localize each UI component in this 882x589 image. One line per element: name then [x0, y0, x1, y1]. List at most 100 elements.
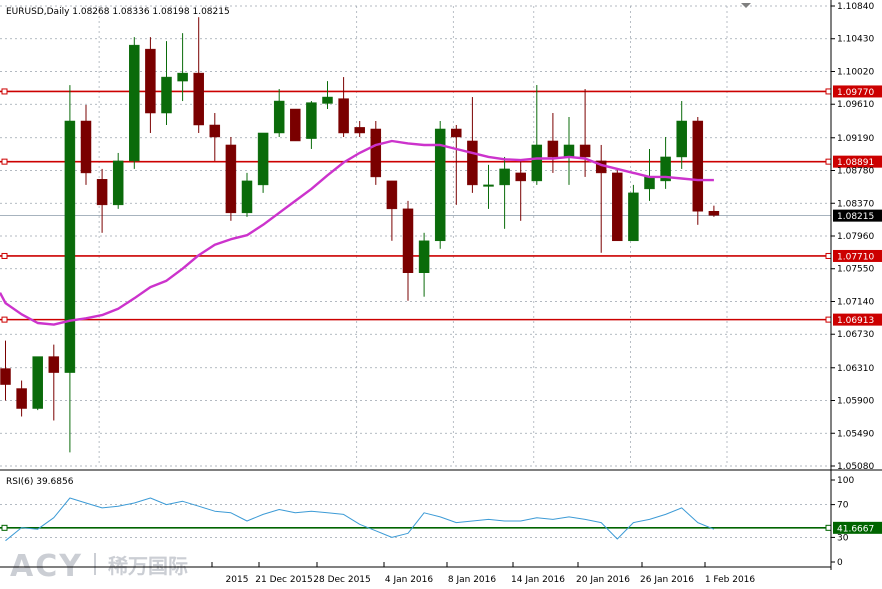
time-tick-label: 4 Jan 2016: [385, 575, 433, 585]
level-handle-right: [825, 316, 832, 323]
rsi-tick-label: 0: [837, 558, 843, 568]
candle-body: [32, 356, 43, 409]
candle-body: [467, 140, 478, 186]
price-tick-label: 1.10020: [837, 67, 874, 77]
rsi-level-label: 41.6667: [837, 524, 874, 534]
rsi-tick-label: 30: [837, 533, 849, 543]
symbol-info: EURUSD,Daily 1.08268 1.08336 1.08198 1.0…: [6, 7, 230, 17]
level-handle-left: [1, 158, 8, 165]
candle-body: [257, 132, 269, 186]
price-tick-label: 1.09190: [837, 134, 874, 144]
candle-body: [386, 180, 398, 210]
candle-body: [161, 76, 172, 114]
rsi-level-tag: [833, 521, 882, 534]
rsi-label: RSI(6) 39.6856: [6, 477, 74, 487]
candle-body: [676, 120, 687, 158]
level-price-label: 1.07710: [837, 252, 874, 262]
candle-body: [483, 184, 494, 187]
candle-body: [338, 98, 349, 134]
rsi-level-handle-left: [1, 524, 8, 531]
candle-body: [547, 140, 559, 158]
price-tick-label: 1.05900: [837, 397, 874, 407]
candle-body: [145, 48, 156, 114]
candle-body: [177, 72, 188, 82]
price-tick-label: 1.10430: [837, 35, 874, 45]
candle-body: [290, 108, 301, 142]
candle-body: [0, 368, 11, 385]
level-handle-right: [825, 252, 832, 259]
candle-body: [48, 356, 60, 373]
price-tick-label: 1.06310: [837, 364, 874, 374]
candle-body: [209, 124, 221, 138]
candle-body: [692, 120, 704, 212]
candle-body: [612, 172, 623, 242]
candle-body: [112, 160, 124, 206]
time-tick-label: 21 Dec 2015: [255, 575, 313, 585]
moving-average-line: [0, 139, 714, 326]
watermark-brand-cn: 稀万国际: [108, 554, 188, 578]
price-tick-label: 1.06730: [837, 330, 874, 340]
candle-body: [322, 96, 333, 104]
candle-body: [434, 128, 446, 242]
level-price-label: 1.09770: [837, 88, 874, 98]
candle-body: [370, 128, 382, 178]
candle-body: [579, 144, 591, 158]
time-tick-label: 2015: [226, 575, 249, 585]
candle-body: [129, 44, 140, 162]
time-tick-label: 20 Jan 2016: [576, 575, 630, 585]
candle-body: [499, 168, 510, 186]
current-price-tag: [833, 209, 882, 222]
candle-body: [193, 72, 204, 126]
rsi-line: [5, 497, 715, 542]
candle-body: [80, 120, 92, 174]
candle-body: [418, 240, 430, 273]
price-tick-label: 1.07960: [837, 232, 874, 242]
level-handle-left: [1, 316, 8, 323]
time-tick-label: 28 Dec 2015: [313, 575, 371, 585]
time-tick-label: 26 Jan 2016: [640, 575, 694, 585]
price-tick-label: 1.09610: [837, 100, 874, 110]
level-price-tag: [833, 155, 882, 168]
candle-body: [16, 388, 27, 409]
level-price-tag: [833, 85, 882, 98]
time-tick-label: 14 Jan 2016: [511, 575, 565, 585]
candle-body: [644, 176, 655, 190]
candle-body: [531, 144, 543, 182]
candle-body: [225, 144, 237, 214]
price-tick-label: 1.10840: [837, 2, 874, 12]
candle-body: [563, 144, 575, 158]
price-tick-label: 1.07550: [837, 265, 874, 275]
level-price-tag: [833, 249, 882, 262]
candle-body: [660, 156, 671, 182]
candle-body: [273, 100, 285, 134]
price-tick-label: 1.05080: [837, 462, 874, 472]
time-tick-label: 1 Feb 2016: [705, 575, 756, 585]
level-handle-right: [825, 158, 832, 165]
rsi-tick-label: 100: [837, 476, 854, 486]
level-price-tag: [833, 313, 882, 326]
level-price-label: 1.08891: [837, 158, 874, 168]
time-tick-label: 8 Jan 2016: [448, 575, 496, 585]
candle-body: [306, 102, 317, 139]
candle-body: [402, 208, 414, 273]
level-handle-left: [1, 88, 8, 95]
candle-body: [96, 179, 108, 206]
candle-body: [515, 172, 526, 182]
rsi-level-handle-right: [825, 524, 832, 531]
price-tick-label: 1.08370: [837, 199, 874, 209]
candle-body: [241, 180, 253, 214]
scroll-marker-icon: [741, 3, 751, 8]
level-price-label: 1.06913: [837, 316, 874, 326]
price-tick-label: 1.07140: [837, 297, 874, 307]
candle-body: [628, 192, 639, 242]
candle-body: [64, 120, 76, 373]
price-tick-label: 1.05490: [837, 429, 874, 439]
level-handle-left: [1, 252, 8, 259]
candle-body: [708, 210, 720, 216]
price-tick-label: 1.08780: [837, 167, 874, 177]
candle-body: [451, 128, 462, 138]
rsi-tick-label: 70: [837, 501, 849, 511]
level-handle-right: [825, 88, 832, 95]
